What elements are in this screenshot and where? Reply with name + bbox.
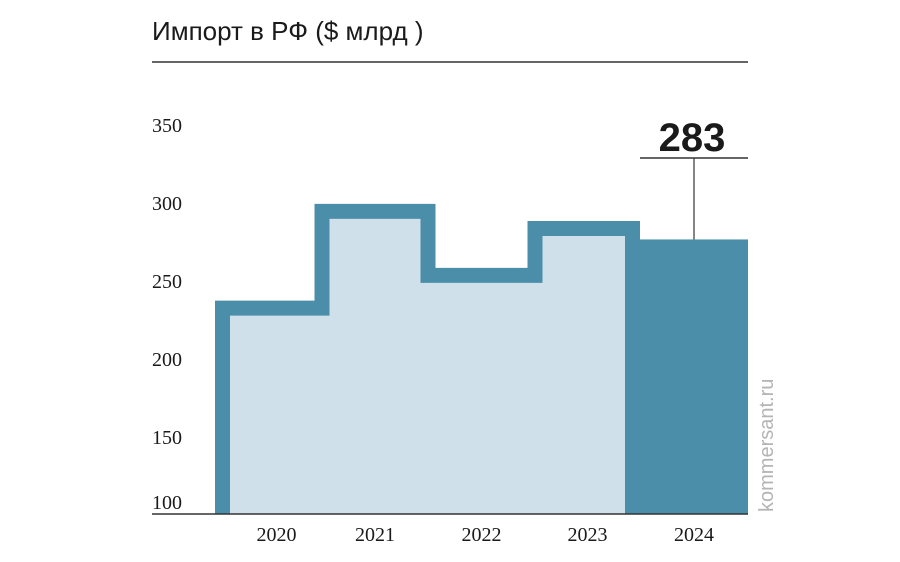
bars (222, 218, 748, 515)
bar-2020 (222, 315, 322, 514)
y-tick-label: 150 (152, 427, 182, 449)
x-tick-label: 2020 (257, 524, 297, 546)
chart-title: Импорт в РФ ($ млрд ) (152, 16, 424, 46)
step-outline (215, 203, 640, 514)
y-tick-label: 200 (152, 349, 182, 371)
x-tick-label: 2021 (355, 524, 395, 546)
y-tick-label: 250 (152, 271, 182, 293)
step-lines (215, 203, 640, 514)
y-tick-label: 100 (152, 492, 182, 514)
bar-2021 (322, 218, 428, 515)
bar-2024 (640, 239, 748, 514)
x-tick-label: 2022 (462, 524, 502, 546)
y-tick-label: 350 (152, 115, 182, 137)
bar-2023 (535, 236, 633, 514)
callout: 283 (640, 116, 748, 240)
y-axis-ticks: 100 150 200 250 300 350 (152, 115, 182, 514)
source-watermark: kommersant.ru (756, 379, 778, 512)
x-tick-label: 2024 (674, 524, 714, 546)
bar-2022 (428, 282, 535, 514)
callout-value: 283 (659, 116, 726, 160)
y-tick-label: 300 (152, 193, 182, 215)
x-tick-label: 2023 (568, 524, 608, 546)
x-axis-ticks: 2020 2021 2022 2023 2024 (257, 524, 715, 546)
